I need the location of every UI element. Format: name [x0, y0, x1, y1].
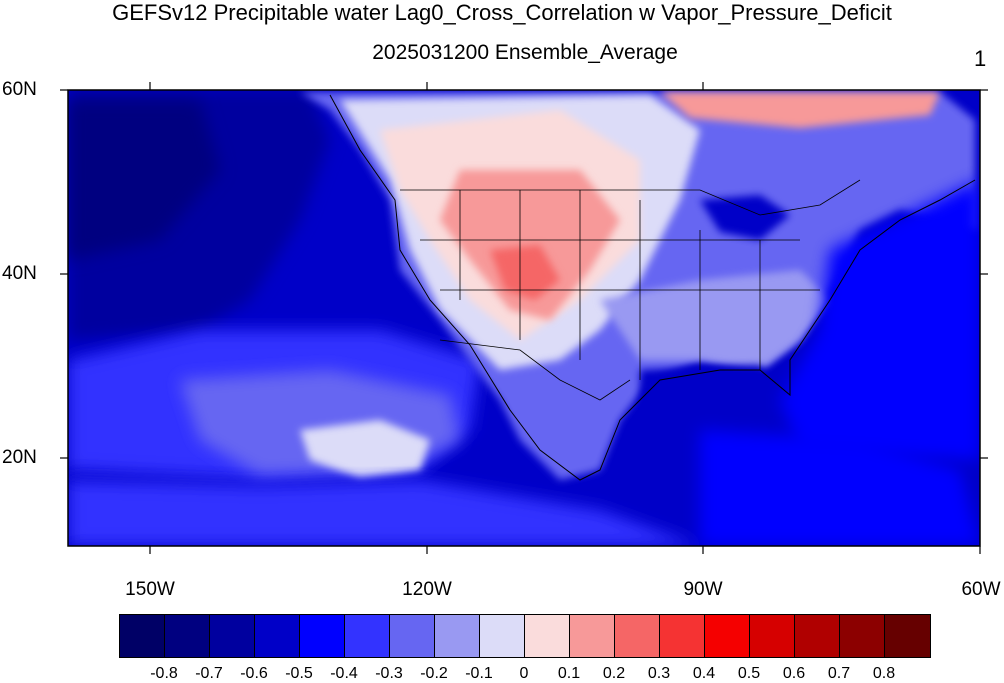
lat-label-20n: 20N [2, 447, 37, 468]
caribbean [700, 430, 980, 546]
pacific-deepest-region [68, 100, 220, 260]
colorbar-tick-label: -0.7 [195, 665, 223, 682]
subtropical-pacific-neutral [300, 420, 430, 478]
gulf-of-mexico [640, 365, 800, 430]
colorbar-tick-label: -0.4 [330, 665, 358, 682]
colorbar-tick-label: -0.3 [375, 665, 403, 682]
lat-label-40n: 40N [2, 263, 37, 284]
colorbar-swatch [165, 615, 210, 657]
colorbar-tick-label: 0.2 [602, 665, 626, 682]
plot-title: GEFSv12 Precipitable water Lag0_Cross_Co… [112, 0, 892, 25]
rockies-positive [440, 170, 620, 320]
colorbar-swatch [480, 615, 525, 657]
colorbar-swatch [300, 615, 345, 657]
great-lakes [700, 195, 790, 240]
colorbar-swatch [255, 615, 300, 657]
colorbar-swatch [750, 615, 795, 657]
colorbar-tick-label: 0.6 [782, 665, 806, 682]
colorbar-tick-label: -0.5 [285, 665, 313, 682]
colorbar-swatch [885, 615, 930, 657]
colorado-positive [490, 245, 560, 300]
colorbar-tick-label: 0.8 [872, 665, 896, 682]
colorbar-swatch [705, 615, 750, 657]
colorbar-swatch [345, 615, 390, 657]
tropical-band [68, 480, 700, 546]
correlation-map [60, 82, 988, 554]
colorbar-swatch [795, 615, 840, 657]
plot-subtitle: 2025031200 Ensemble_Average [372, 41, 678, 64]
colorbar-tick-label: 0 [519, 665, 529, 682]
colorbar-swatch [390, 615, 435, 657]
axis-ticks [60, 82, 988, 554]
lon-label-90w: 90W [683, 579, 723, 600]
colorbar-tick-label: -0.1 [465, 665, 493, 682]
coastline [329, 94, 976, 481]
colorbar-swatch [615, 615, 660, 657]
colorbar [119, 614, 931, 658]
colorbar-tick-label: 0.3 [647, 665, 671, 682]
colorbar-tick-label: 0.5 [737, 665, 761, 682]
colorbar-swatch [525, 615, 570, 657]
colorbar-swatch [210, 615, 255, 657]
map-frame [67, 89, 981, 547]
lat-label-60n: 60N [2, 79, 37, 100]
colorbar-swatch [120, 615, 165, 657]
political-boundaries [400, 179, 861, 401]
colorbar-swatch [660, 615, 705, 657]
lon-label-150w: 150W [125, 579, 175, 600]
hudson-bay-positive [660, 92, 940, 128]
colorbar-tick-label: 0.1 [557, 665, 581, 682]
eastern-us-band [600, 270, 830, 370]
colorbar-swatch [435, 615, 480, 657]
colorbar-tick-label: -0.8 [150, 665, 178, 682]
colorbar-tick-label: -0.6 [240, 665, 268, 682]
colorbar-tick-label: 0.4 [692, 665, 716, 682]
panel-label: 1 [974, 46, 987, 71]
colorbar-swatch [570, 615, 615, 657]
lon-label-120w: 120W [402, 579, 452, 600]
colorbar-swatch [840, 615, 885, 657]
colorbar-tick-label: 0.7 [827, 665, 851, 682]
lon-label-60w: 60W [961, 579, 1001, 600]
colorbar-tick-label: -0.2 [420, 665, 448, 682]
western-atlantic [780, 180, 980, 460]
